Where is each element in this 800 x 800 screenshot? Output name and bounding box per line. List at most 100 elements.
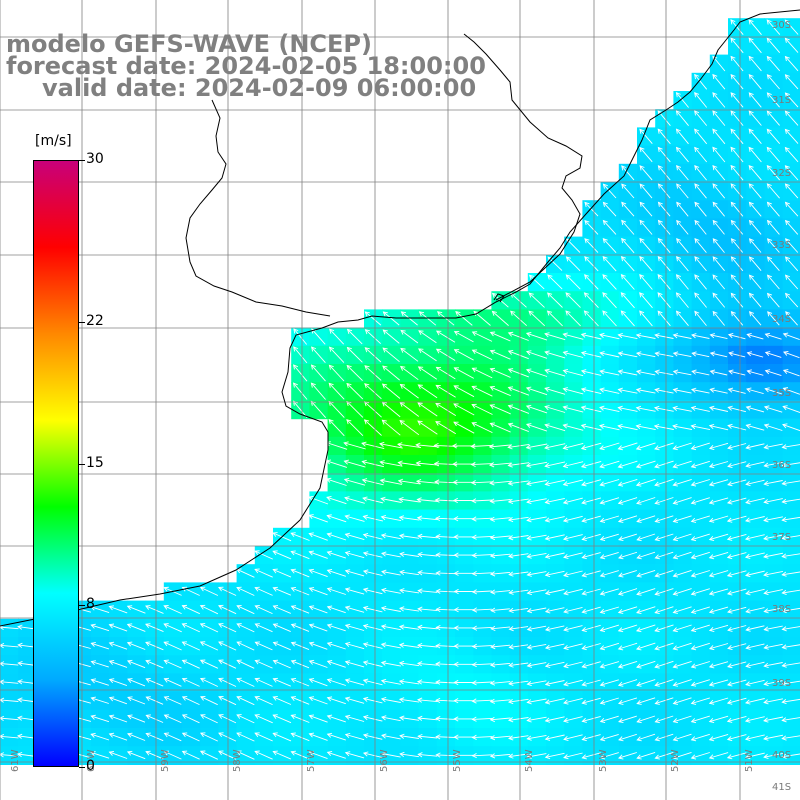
wind-arrow (490, 625, 510, 632)
wind-arrow (654, 715, 674, 724)
wind-arrow (621, 237, 635, 254)
wind-arrow (417, 752, 438, 758)
wind-arrow (344, 496, 365, 504)
wind-arrow (763, 423, 783, 431)
wind-arrow (694, 219, 707, 235)
wind-arrow (254, 695, 273, 706)
wind-arrow (639, 219, 653, 235)
wind-arrow (598, 423, 620, 431)
wind-arrow (784, 256, 799, 272)
wind-arrow (694, 274, 707, 290)
wind-arrow (690, 515, 710, 523)
wind-arrow (709, 405, 728, 412)
wind-arrow (453, 331, 474, 343)
wind-arrow (730, 219, 744, 235)
wind-arrow (435, 402, 457, 416)
wind-arrow (763, 734, 784, 741)
wind-arrow (562, 442, 584, 450)
wind-arrow (379, 478, 402, 485)
wind-arrow (690, 424, 711, 431)
wind-arrow (507, 480, 529, 486)
wind-arrow (726, 752, 747, 760)
wind-arrow (528, 292, 545, 308)
wind-arrow (730, 238, 744, 253)
wind-arrow (763, 625, 783, 632)
wind-arrow (344, 623, 365, 631)
wind-arrow (712, 238, 725, 253)
wind-arrow (654, 442, 674, 451)
wind-arrow (181, 623, 200, 633)
wind-arrow (675, 91, 689, 108)
wind-arrow (382, 311, 400, 326)
wind-arrow (127, 732, 146, 741)
wind-arrow (730, 201, 744, 217)
wind-arrow (730, 310, 744, 326)
wind-arrow (565, 274, 581, 290)
wind-arrow (293, 364, 308, 382)
wind-arrow (672, 442, 692, 451)
wind-arrow (453, 643, 474, 649)
wind-arrow (730, 256, 744, 272)
wind-arrow (657, 201, 671, 217)
wind-arrow (526, 480, 547, 486)
wind-arrow (748, 110, 762, 126)
wind-arrow (544, 386, 566, 395)
wind-arrow (361, 478, 384, 486)
wind-arrow (694, 183, 707, 199)
wind-arrow (308, 587, 328, 596)
wind-arrow (745, 752, 765, 760)
wind-arrow (381, 551, 401, 558)
wind-arrow (730, 55, 744, 72)
wind-arrow (580, 423, 602, 431)
wind-arrow (254, 714, 273, 724)
wind-arrow (434, 515, 456, 522)
wind-arrow (272, 623, 291, 633)
wind-arrow (621, 219, 635, 235)
wind-arrow (657, 219, 671, 235)
wind-arrow (635, 351, 656, 358)
wind-arrow (326, 514, 347, 523)
wind-arrow (510, 310, 528, 327)
wind-arrow (764, 387, 782, 395)
wind-arrow (325, 459, 348, 468)
wind-arrow (639, 273, 653, 290)
wind-arrow (108, 750, 128, 759)
wind-arrow (382, 329, 400, 344)
wind-arrow (584, 256, 599, 272)
wind-arrow (617, 423, 638, 431)
wind-arrow (781, 516, 800, 523)
wind-arrow (730, 110, 744, 126)
wind-arrow (525, 423, 548, 432)
wind-arrow (599, 570, 619, 578)
wind-arrow (163, 677, 182, 687)
wind-arrow (293, 346, 308, 364)
wind-arrow (525, 443, 548, 450)
wind-arrow (694, 201, 707, 217)
wind-arrow (708, 497, 729, 505)
wind-arrow (763, 589, 783, 596)
wind-arrow (489, 753, 511, 759)
wind-arrow (218, 586, 237, 596)
wind-arrow (290, 714, 310, 723)
wind-arrow (636, 551, 656, 560)
wind-arrow (381, 419, 401, 436)
wind-arrow (726, 715, 747, 723)
wind-arrow (126, 641, 146, 650)
wind-arrow (218, 677, 237, 687)
wind-arrow (782, 369, 800, 377)
wind-arrow (654, 697, 674, 705)
wind-arrow (344, 551, 365, 559)
wind-arrow (672, 369, 692, 376)
wind-arrow (471, 552, 493, 558)
wind-arrow (653, 405, 674, 412)
wind-arrow (599, 351, 620, 358)
wind-arrow (145, 750, 164, 760)
wind-arrow (580, 350, 602, 358)
wind-arrow (272, 677, 291, 687)
wind-arrow (748, 201, 762, 217)
wind-arrow (145, 732, 164, 742)
wind-arrow (708, 697, 729, 705)
wind-arrow (435, 366, 456, 380)
wind-arrow (544, 607, 565, 614)
wind-arrow (690, 679, 710, 687)
